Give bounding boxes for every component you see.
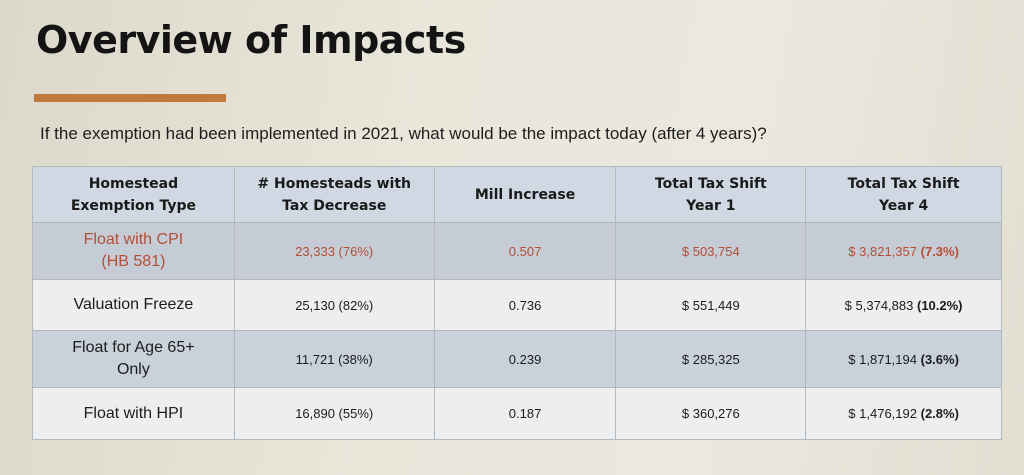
- table-row: Float with HPI 16,890 (55%) 0.187 $ 360,…: [32, 387, 1002, 440]
- cell-mill: 0.507: [433, 222, 617, 280]
- cell-year1: $ 360,276: [615, 387, 807, 440]
- year4-amount: $ 3,821,357: [848, 243, 917, 259]
- cell-mill: 0.187: [433, 387, 617, 440]
- cell-exemption-type: Float with HPI: [32, 387, 235, 440]
- cell-year1: $ 551,449: [615, 279, 807, 331]
- header-mill-increase: Mill Increase: [433, 166, 617, 223]
- cell-year4: $ 5,374,883 (10.2%): [805, 279, 1002, 331]
- cell-exemption-type: Float for Age 65+ Only: [32, 330, 235, 388]
- header-exemption-type: Homestead Exemption Type: [32, 166, 235, 223]
- year4-amount: $ 1,871,194: [848, 351, 917, 367]
- cell-year1: $ 503,754: [615, 222, 807, 280]
- header-tax-shift-year1: Total Tax Shift Year 1: [615, 166, 807, 223]
- year4-amount: $ 5,374,883: [844, 297, 914, 313]
- cell-exemption-type: Float with CPI (HB 581): [32, 222, 235, 280]
- cell-year1: $ 285,325: [615, 330, 807, 388]
- cell-homesteads: 25,130 (82%): [233, 279, 435, 331]
- page-title: Overview of Impacts: [36, 18, 466, 62]
- table-row: Float for Age 65+ Only 11,721 (38%) 0.23…: [32, 330, 1002, 388]
- table-row: Float with CPI (HB 581) 23,333 (76%) 0.5…: [32, 222, 1002, 280]
- year4-amount: $ 1,476,192: [848, 406, 917, 421]
- cell-mill: 0.736: [433, 279, 617, 331]
- header-tax-shift-year4: Total Tax Shift Year 4: [805, 166, 1002, 223]
- cell-homesteads: 11,721 (38%): [233, 330, 435, 388]
- cell-exemption-type: Valuation Freeze: [32, 279, 235, 331]
- cell-year4: $ 3,821,357 (7.3%): [805, 222, 1002, 280]
- year4-percent: (2.8%): [920, 406, 959, 421]
- title-underline: [34, 94, 226, 102]
- table-row: Valuation Freeze 25,130 (82%) 0.736 $ 55…: [32, 279, 1002, 331]
- cell-year4: $ 1,871,194 (3.6%): [805, 330, 1002, 388]
- cell-homesteads: 23,333 (76%): [233, 222, 435, 280]
- header-homesteads: # Homesteads with Tax Decrease: [233, 166, 435, 223]
- cell-year4: $ 1,476,192 (2.8%): [805, 387, 1002, 440]
- year4-percent: (3.6%): [920, 351, 959, 367]
- year4-percent: (10.2%): [916, 297, 963, 313]
- impacts-table: Homestead Exemption Type # Homesteads wi…: [32, 166, 1002, 440]
- table-header-row: Homestead Exemption Type # Homesteads wi…: [32, 166, 1002, 223]
- cell-homesteads: 16,890 (55%): [233, 387, 435, 440]
- subtitle: If the exemption had been implemented in…: [40, 124, 767, 143]
- cell-mill: 0.239: [433, 330, 617, 388]
- year4-percent: (7.3%): [920, 243, 959, 259]
